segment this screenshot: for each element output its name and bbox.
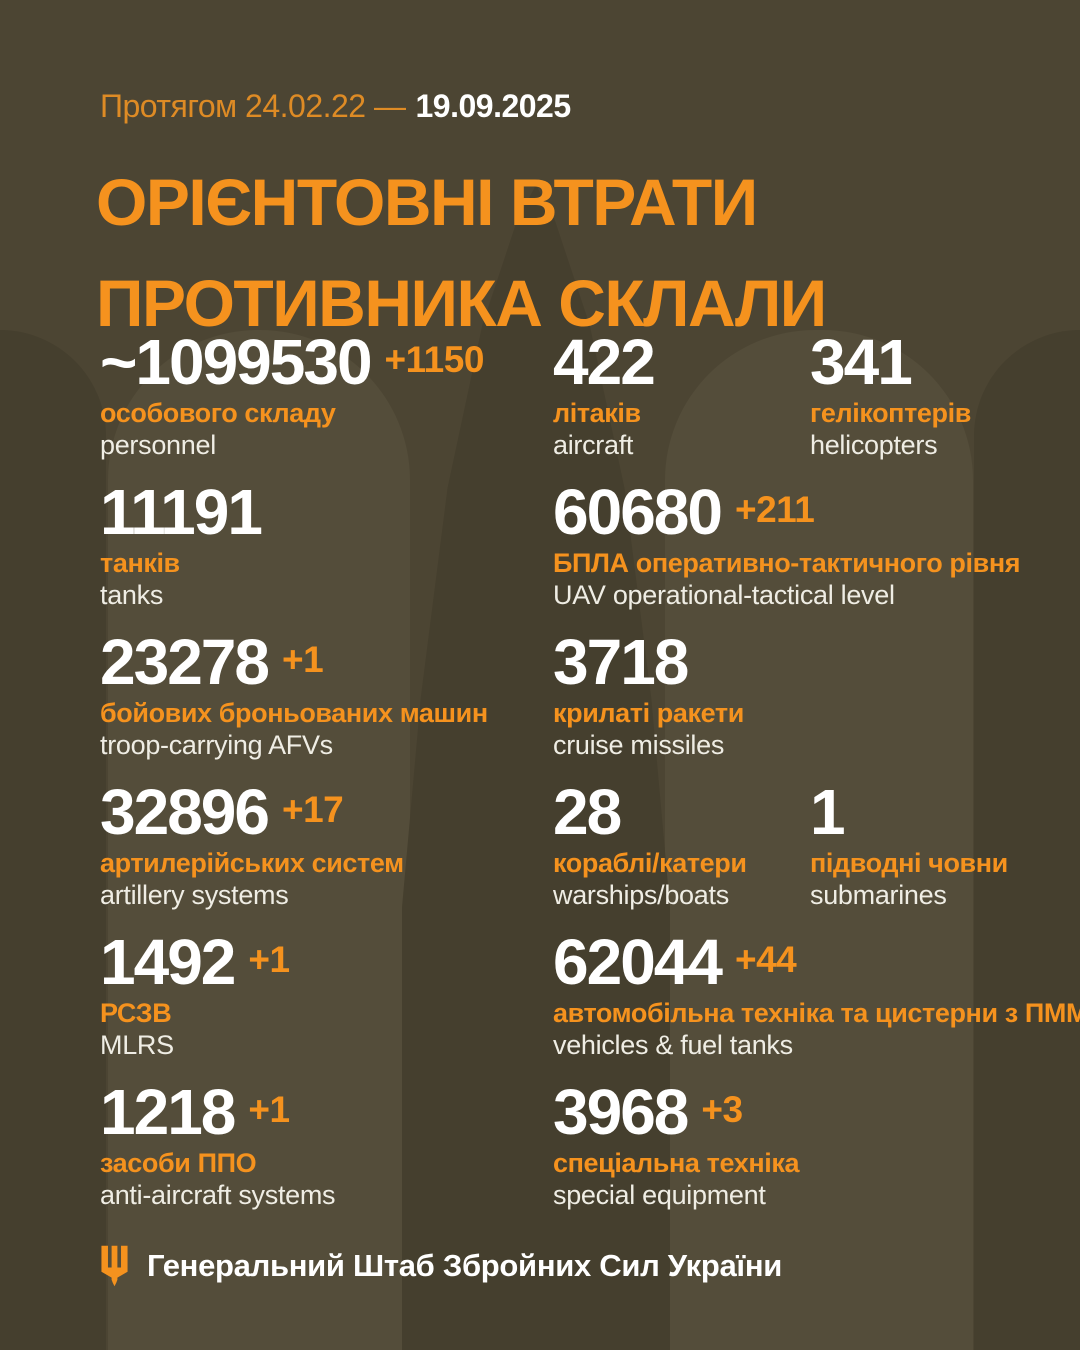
stat-delta: +211 (734, 489, 815, 530)
footer-text: Генеральний Штаб Збройних Сил України (147, 1248, 782, 1283)
stat-label-en: special equipment (553, 1180, 766, 1210)
stat-afv: 23278 +1 бойових броньованих машин troop-… (100, 630, 488, 761)
stat-label-en: vehicles & fuel tanks (553, 1030, 793, 1060)
stat-value: 32896 (100, 776, 270, 848)
stat-delta: +1 (248, 939, 290, 980)
stat-label-uk: кораблі/катери (553, 848, 747, 878)
stat-label-uk: засоби ППО (100, 1148, 257, 1178)
stat-uav: 60680 +211 БПЛА оперативно-тактичного рів… (553, 480, 1020, 611)
stat-label-en: artillery systems (100, 880, 289, 910)
stat-delta: +3 (701, 1089, 743, 1130)
stat-label-uk: БПЛА оперативно-тактичного рівня (553, 548, 1021, 578)
stat-warships: 28 кораблі/катери warships/boats (553, 780, 747, 911)
stat-label-uk: спеціальна техніка (553, 1148, 800, 1178)
stat-value: 1 (810, 776, 846, 848)
stat-personnel: ~1099530 +1150 особового складу personnel (100, 330, 484, 461)
watermark-left-band (0, 330, 106, 1350)
stat-label-en: anti-aircraft systems (100, 1180, 336, 1210)
stat-label-uk: автомобільна техніка та цистерни з ПММ (553, 998, 1080, 1028)
stat-label-uk: бойових броньованих машин (100, 698, 488, 728)
stat-label-uk: літаків (553, 398, 641, 428)
stat-delta: +1 (248, 1089, 290, 1130)
stat-label-uk: артилерійських систем (100, 848, 404, 878)
period-line: Протягом 24.02.22 —19.09.2025 (100, 88, 571, 124)
stat-delta: +44 (734, 939, 797, 980)
stat-value: 3718 (553, 626, 689, 698)
stat-label-en: warships/boats (553, 880, 729, 910)
stat-value: 422 (553, 326, 656, 398)
stat-value: 11191 (100, 476, 263, 548)
stat-aircraft: 422 літаків aircraft (553, 326, 656, 461)
stat-delta: +1150 (384, 339, 485, 380)
stat-special-equipment: 3968 +3 спеціальна техніка special equipm… (553, 1080, 799, 1211)
stat-tanks: 11191 танків tanks (100, 476, 263, 611)
stat-submarines: 1 підводні човни submarines (810, 780, 1008, 911)
stat-cruise-missiles: 3718 крилаті ракети cruise missiles (553, 630, 744, 761)
stat-label-uk: крилаті ракети (553, 698, 744, 728)
stat-value: 62044 (553, 926, 723, 998)
footer: Генеральний Штаб Збройних Сил України (100, 1245, 782, 1287)
stat-mlrs: 1492 +1 РСЗВ MLRS (100, 930, 290, 1061)
stat-label-en: tanks (100, 580, 164, 610)
stat-value: 28 (553, 776, 622, 848)
stat-label-uk: танків (100, 548, 180, 578)
stat-label-en: aircraft (553, 430, 634, 460)
period-end-date: 19.09.2025 (415, 88, 571, 124)
stat-value: 3968 (553, 1076, 689, 1148)
stat-helicopters: 341 гелікоптерів helicopters (810, 330, 971, 461)
stat-value: ~1099530 (100, 326, 373, 398)
stat-label-en: UAV operational-tactical level (553, 580, 895, 610)
stat-delta: +1 (281, 639, 324, 680)
stat-label-en: helicopters (810, 430, 938, 460)
page-title-line1: ОРІЄНТОВНІ ВТРАТИ (96, 165, 758, 239)
stat-value: 60680 (553, 476, 723, 548)
page-title: ОРІЄНТОВНІ ВТРАТИ ПРОТИВНИКА СКЛАЛИ (96, 152, 827, 354)
stat-artillery: 32896 +17 артилерійських систем artillery… (100, 780, 404, 911)
stat-anti-aircraft: 1218 +1 засоби ППО anti-aircraft systems (100, 1076, 336, 1211)
stat-value: 1492 (100, 926, 236, 998)
stat-label-uk: РСЗВ (100, 998, 172, 1028)
stat-label-en: troop-carrying AFVs (100, 730, 333, 760)
stat-delta: +17 (281, 789, 344, 830)
page-title-line2: ПРОТИВНИКА СКЛАЛИ (96, 266, 827, 340)
stat-label-uk: гелікоптерів (810, 398, 971, 428)
stat-value: 23278 (100, 626, 270, 698)
period-prefix: Протягом 24.02.22 — (100, 88, 406, 124)
stat-vehicles-fuel-tanks: 62044 +44 автомобільна техніка та цистерн… (553, 930, 1080, 1061)
stat-value: 341 (810, 326, 913, 398)
stat-label-en: MLRS (100, 1030, 174, 1060)
stat-label-uk: особового складу (100, 398, 336, 428)
stat-label-uk: підводні човни (810, 848, 1008, 878)
stat-value: 1218 (100, 1076, 236, 1148)
stat-label-en: personnel (100, 430, 216, 460)
stat-label-en: cruise missiles (553, 730, 725, 760)
tryzub-trident-icon (101, 1245, 128, 1287)
stat-label-en: submarines (810, 880, 947, 910)
